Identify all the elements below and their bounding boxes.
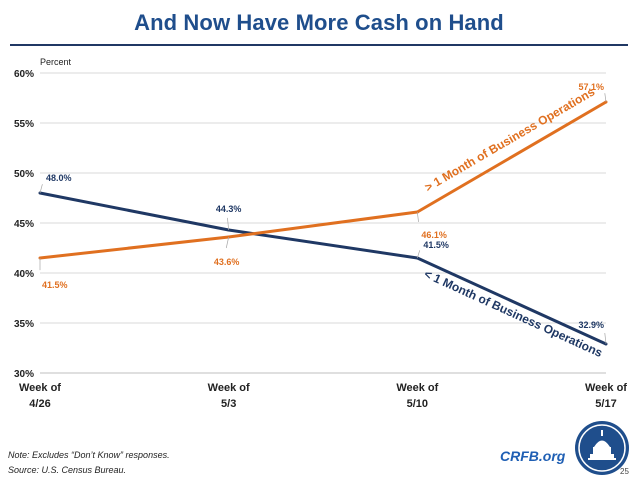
chart-source: Source: U.S. Census Bureau. [8,465,127,475]
data-label: 32.9% [578,320,604,330]
y-tick-label: 35% [14,319,34,330]
label-leader [39,184,43,194]
data-label: 41.5% [423,240,449,250]
label-leader [416,250,421,259]
x-tick-label: 5/3 [221,398,236,410]
data-label: 43.6% [214,257,240,267]
series-line [39,100,607,260]
series-name-annotation: < 1 Month of Business Operations [422,267,605,360]
label-leader [225,236,230,249]
capitol-seal-icon [575,421,629,475]
series-line [39,191,607,346]
data-label: 46.1% [421,230,447,240]
y-tick-label: 50% [14,169,34,180]
x-tick-label: Week of [396,382,438,394]
x-tick-label: Week of [585,382,627,394]
chart-note: Note: Excludes “Don’t Know” responses. [8,450,170,460]
data-label: 44.3% [216,204,242,214]
x-tick-label: 4/26 [29,398,50,410]
y-tick-label: 55% [14,119,34,130]
brand-link[interactable]: CRFB.org [500,448,566,464]
label-leader [227,217,230,231]
series-name-annotation: > 1 Month of Business Operations [422,84,597,194]
title-divider [10,44,628,46]
data-label: 41.5% [42,280,68,290]
page-number: 25 [620,467,629,476]
y-tick-label: 30% [14,369,34,380]
label-leader [604,93,607,103]
y-axis-label: Percent [40,57,72,67]
label-leader [604,332,607,345]
label-leader [416,211,419,222]
y-tick-label: 60% [14,69,34,80]
data-label: 57.1% [578,82,604,92]
y-tick-label: 40% [14,269,34,280]
slide-title: And Now Have More Cash on Hand [134,10,504,35]
x-tick-label: Week of [208,382,250,394]
x-tick-label: Week of [19,382,61,394]
x-tick-label: 5/17 [595,398,616,410]
y-tick-label: 45% [14,219,34,230]
data-label: 48.0% [46,173,72,183]
x-tick-label: 5/10 [407,398,428,410]
